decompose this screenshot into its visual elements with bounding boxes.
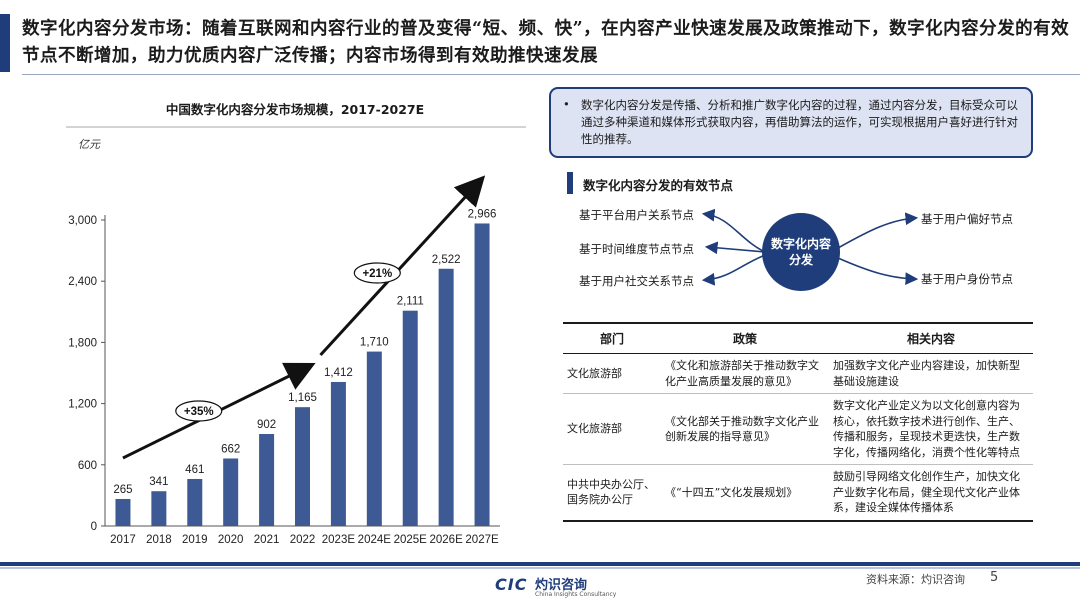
node-arrows xyxy=(701,208,919,286)
chart-title-divider xyxy=(66,126,526,128)
data-label: 2,522 xyxy=(432,254,461,266)
cell-content: 鼓励引导网络文化创作生产，加快文化产业数字化布局，健全现代文化产业体系，建设全媒… xyxy=(829,464,1033,522)
cagr-label-1: +35% xyxy=(184,406,214,418)
node-platform-relation: 基于平台用户关系节点 xyxy=(579,208,694,222)
company-logo: CIC 灼识咨询 China Insights Consultancy xyxy=(495,573,625,603)
x-tick-label: 2019 xyxy=(182,534,208,546)
nodes-heading: 数字化内容分发的有效节点 xyxy=(583,178,734,193)
title-divider xyxy=(22,74,1080,75)
y-tick-label: 1,200 xyxy=(68,399,97,411)
x-tick-label: 2022 xyxy=(290,534,316,546)
table-row: 文化旅游部 《文化部关于推动数字文化产业创新发展的指导意见》 数字文化产业定义为… xyxy=(563,393,1033,465)
node-social-relation: 基于用户社交关系节点 xyxy=(579,274,694,288)
data-label: 265 xyxy=(113,484,132,496)
arrow-to-time-node xyxy=(704,241,766,255)
bar-2023E xyxy=(330,381,346,526)
title-accent-bar xyxy=(0,14,10,72)
y-tick-label: 1,800 xyxy=(68,337,97,349)
data-label: 341 xyxy=(149,476,168,488)
cell-content: 加强数字文化产业内容建设，加快新型基础设施建设 xyxy=(829,353,1033,394)
bar-2019 xyxy=(187,478,203,526)
cell-department: 中共中央办公厅、国务院办公厅 xyxy=(563,464,661,522)
page-number: 5 xyxy=(990,570,999,585)
logo-mark: CIC xyxy=(495,575,528,594)
chart-unit-label: 亿元 xyxy=(78,138,100,151)
x-tick-label: 2026E xyxy=(430,534,464,546)
data-label: 1,165 xyxy=(288,392,317,404)
trend-arrow-2022-2027 xyxy=(319,175,486,357)
source-note: 资料来源：灼识咨询 xyxy=(866,573,965,586)
x-tick-label: 2023E xyxy=(322,534,356,546)
chart-title: 中国数字化内容分发市场规模，2017-2027E xyxy=(165,102,425,117)
y-tick-label: 0 xyxy=(91,521,97,533)
cell-department: 文化旅游部 xyxy=(563,393,661,465)
cagr-label-2: +21% xyxy=(362,268,392,280)
x-tick-label: 2027E xyxy=(465,534,499,546)
bullet-icon: • xyxy=(563,97,570,111)
x-tick-label: 2021 xyxy=(254,534,280,546)
node-user-preference: 基于用户偏好节点 xyxy=(921,212,1013,226)
x-tick-label: 2017 xyxy=(110,534,136,546)
node-user-identity: 基于用户身份节点 xyxy=(921,272,1013,286)
cagr-badge-2 xyxy=(353,262,401,284)
logo-chinese-name: 灼识咨询 xyxy=(535,578,588,593)
center-node: 数字化内容分发 xyxy=(762,213,840,291)
bar-2024E xyxy=(366,351,382,526)
data-label: 2,111 xyxy=(397,296,424,308)
table-row: 文化旅游部 《文化和旅游部关于推动数字文化产业高质量发展的意见》 加强数字文化产… xyxy=(563,353,1033,394)
data-label: 2,966 xyxy=(468,208,497,220)
y-tick-label: 600 xyxy=(78,460,97,472)
footer-divider-light xyxy=(0,567,1080,569)
x-tick-label: 2018 xyxy=(146,534,172,546)
bar-2022 xyxy=(295,407,310,526)
y-tick-label: 3,000 xyxy=(68,215,97,227)
x-tick-label: 2024E xyxy=(358,534,392,546)
description-text: 数字化内容分发是传播、分析和推广数字化内容的过程，通过内容分发，目标受众可以通过… xyxy=(581,98,1018,146)
cell-policy: 《文化和旅游部关于推动数字文化产业高质量发展的意见》 xyxy=(661,353,829,394)
header-department: 部门 xyxy=(563,322,661,354)
arrow-to-preference-node xyxy=(837,212,919,249)
data-label: 902 xyxy=(257,419,276,431)
bar-2025E xyxy=(402,310,418,526)
table-header-row: 部门 政策 相关内容 xyxy=(563,322,1033,354)
x-tick-label: 2020 xyxy=(218,534,244,546)
table-row: 中共中央办公厅、国务院办公厅 《“十四五”文化发展规划》 鼓励引导网络文化创作生… xyxy=(563,464,1033,522)
cell-department: 文化旅游部 xyxy=(563,353,661,394)
cell-policy: 《文化部关于推动数字文化产业创新发展的指导意见》 xyxy=(661,393,829,465)
y-tick-label: 2,400 xyxy=(68,276,97,288)
bar-2018 xyxy=(151,491,167,526)
slide-title: 数字化内容分发市场：随着互联网和内容行业的普及变得“短、频、快”，在内容产业快速… xyxy=(22,19,1070,66)
bar-2026E xyxy=(438,268,454,526)
cagr-badge-1 xyxy=(175,400,223,422)
logo-english-name: China Insights Consultancy xyxy=(535,591,617,598)
footer-divider xyxy=(0,562,1080,566)
arrow-to-social-node xyxy=(701,254,766,286)
data-label: 1,412 xyxy=(324,367,353,379)
arrow-to-identity-node xyxy=(837,257,919,286)
header-content: 相关内容 xyxy=(829,322,1033,354)
market-size-bar-chart: 0 600 1,200 1,800 2,400 3,000 265 2017 341 2018 46… xyxy=(68,175,500,546)
data-label: 662 xyxy=(221,443,240,455)
cell-content: 数字文化产业定义为以文化创意内容为核心，依托数字技术进行创作、生产、传播和服务，… xyxy=(829,393,1033,465)
header-policy: 政策 xyxy=(661,322,829,354)
policy-table: 部门 政策 相关内容 文化旅游部 《文化和旅游部关于推动数字文化产业高质量发展的… xyxy=(563,322,1033,522)
x-tick-label: 2025E xyxy=(394,534,428,546)
bar-2020 xyxy=(223,458,239,526)
bar-2027E xyxy=(474,223,490,526)
data-label: 461 xyxy=(185,464,204,476)
bar-2021 xyxy=(259,433,275,526)
description-box: • 数字化内容分发是传播、分析和推广数字化内容的过程，通过内容分发，目标受众可以… xyxy=(549,87,1033,158)
arrow-to-platform-node xyxy=(701,208,766,253)
section-accent-bar xyxy=(567,172,573,194)
bar-2017 xyxy=(115,498,131,526)
data-label: 1,710 xyxy=(360,337,389,349)
cell-policy: 《“十四五”文化发展规划》 xyxy=(661,464,829,522)
node-time-dimension: 基于时间维度节点节点 xyxy=(579,242,694,256)
